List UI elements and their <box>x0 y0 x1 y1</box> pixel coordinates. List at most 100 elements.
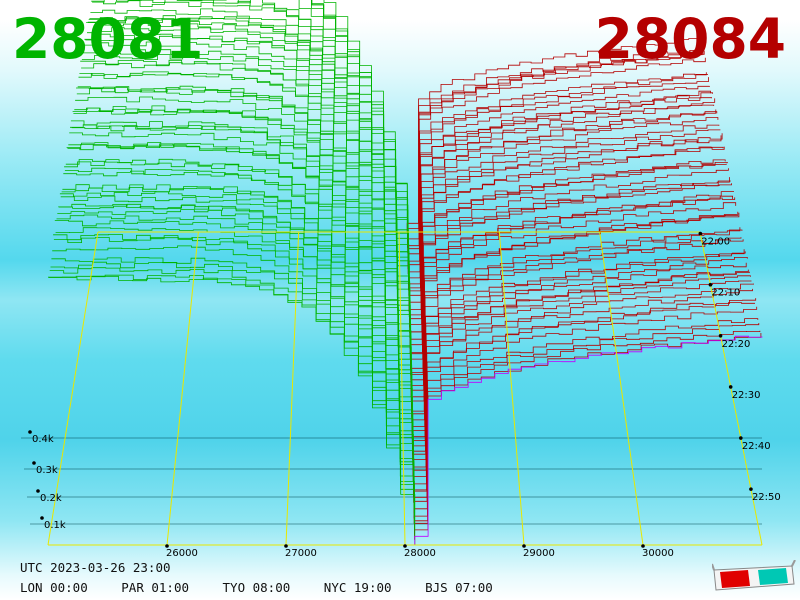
ask-depth-line <box>412 262 747 466</box>
clock-tyo: TYO 08:00 <box>222 580 291 595</box>
price-tick-label: 29000 <box>523 548 555 559</box>
ask-depth-line <box>409 129 721 333</box>
ask-depth-line <box>409 135 722 339</box>
time-tick-label: 22:40 <box>742 441 771 452</box>
bid-depth-line <box>92 0 409 270</box>
ask-depth-line <box>407 50 705 254</box>
bid-depth-line <box>50 261 415 530</box>
height-tick-label: 0.1k <box>44 520 66 531</box>
clock-par: PAR 01:00 <box>121 580 189 595</box>
time-tick-label: 22:00 <box>701 237 730 248</box>
ask-depth-line <box>411 237 742 439</box>
bid-depth-line <box>52 245 415 519</box>
height-tick-dot <box>36 489 40 493</box>
ask-depth-line <box>411 229 743 445</box>
ask-depth-line <box>409 159 726 360</box>
ask-depth-line <box>411 202 737 413</box>
bid-depth-line <box>48 274 416 540</box>
height-tick-dot <box>28 430 32 434</box>
ask-depth-line <box>410 191 734 402</box>
bid-depth-line <box>63 170 413 450</box>
ask-depth-line <box>414 333 762 540</box>
ask-depth-line <box>410 168 729 376</box>
utc-timestamp: UTC 2023-03-26 23:00 <box>20 560 171 575</box>
ask-depth-line <box>410 197 736 408</box>
bid-depth-line <box>53 234 415 514</box>
ask-depth-line <box>412 249 745 455</box>
bid-depth-line <box>69 132 413 413</box>
clock-bjs: BJS 07:00 <box>425 580 493 595</box>
ask-depth-line <box>412 271 750 482</box>
price-tick-dot <box>522 544 526 548</box>
price-tick-label: 28000 <box>404 548 436 559</box>
ask-depth-line <box>412 256 748 471</box>
time-tick-label: 22:30 <box>732 390 761 401</box>
ask-depth-line <box>413 298 757 514</box>
price-gridline <box>285 231 300 546</box>
bid-depth-line <box>70 124 412 408</box>
price-gridline <box>398 231 406 546</box>
ask-depth-line <box>411 227 741 434</box>
ask-depth-line <box>414 330 761 535</box>
height-tick-label: 0.2k <box>40 493 62 504</box>
time-tick-label: 22:20 <box>722 339 751 350</box>
bid-depth-line <box>59 203 414 476</box>
ask-depth-line <box>413 302 755 508</box>
ask-depth-line <box>412 269 749 476</box>
ask-depth-line <box>409 146 724 349</box>
ask-depth-line <box>410 161 728 370</box>
ask-depth-line <box>412 251 746 461</box>
ask-depth-line <box>409 124 720 328</box>
ask-depth-line <box>407 77 709 275</box>
ask-depth-line <box>407 52 704 248</box>
time-tick-dot <box>749 487 753 491</box>
ask-depth-line <box>412 275 751 487</box>
bid-depth-line <box>51 257 415 524</box>
ask-depth-line <box>408 98 716 307</box>
world-clocks: LON 00:00 PAR 01:00 TYO 08:00 NYC 19:00 … <box>20 580 620 595</box>
ask-depth-line <box>413 306 758 519</box>
height-tick-label: 0.3k <box>36 465 58 476</box>
3d-glasses-icon[interactable] <box>711 559 796 598</box>
clock-lon: LON 00:00 <box>20 580 88 595</box>
price-tick-dot <box>641 544 645 548</box>
ask-depth-line <box>409 146 725 354</box>
ask-depth-line <box>413 323 760 530</box>
bid-depth-line <box>62 184 414 455</box>
ask-depth-line <box>409 133 723 344</box>
clock-nyc: NYC 19:00 <box>323 580 392 595</box>
price-tick-label: 30000 <box>642 548 674 559</box>
ask-depth-line <box>410 183 732 392</box>
tick-labels-layer: 26000 27000 28000 29000 30000 0.1k 0.2k 0.3k 0.4… <box>28 231 781 559</box>
time-tick-label: 22:10 <box>711 288 740 299</box>
bid-depth-line <box>58 203 414 482</box>
ask-depth-line <box>413 318 759 524</box>
price-tick-label: 26000 <box>166 548 198 559</box>
ask-depth-line <box>408 97 712 291</box>
ask-depth-line <box>407 74 708 270</box>
bid-depth-line <box>48 275 416 545</box>
ask-depth-line <box>413 288 753 498</box>
height-tick-dot <box>32 461 36 465</box>
ask-depth-line <box>413 280 752 492</box>
time-tick-dot <box>698 231 703 236</box>
price-tick-dot <box>165 544 169 548</box>
ask-depth-line <box>408 90 711 286</box>
height-tick-dot <box>40 516 44 520</box>
ask-depth-line <box>407 85 710 280</box>
bid-depth-line <box>72 109 412 392</box>
ask-depth-line <box>408 92 713 296</box>
height-tick-label: 0.4k <box>32 434 54 445</box>
ask-depth-line <box>410 180 731 386</box>
frame-layer <box>47 231 763 546</box>
price-tick-label: 27000 <box>285 548 317 559</box>
frame-left-edge <box>47 231 99 546</box>
time-tick-dot <box>708 282 713 287</box>
price-gridline <box>166 231 199 546</box>
ask-depth-line <box>413 283 754 503</box>
bid-depth-line <box>54 219 415 503</box>
price-gridline <box>498 231 525 546</box>
bid-depth-line <box>57 209 414 487</box>
grid-layer <box>21 437 762 525</box>
